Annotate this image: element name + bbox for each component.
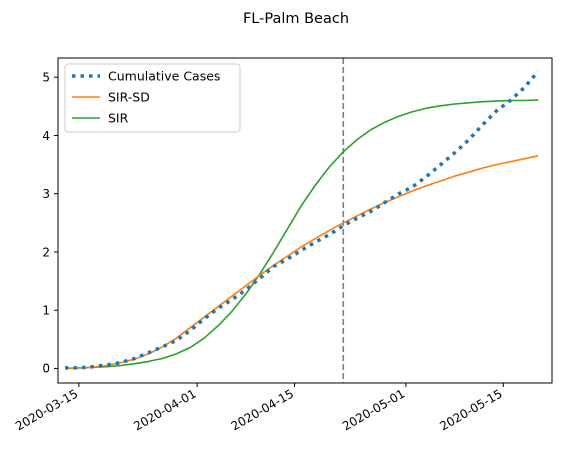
x-tick-label: 2020-05-15 (437, 386, 504, 433)
y-tick-label: 3 (42, 187, 50, 201)
legend: Cumulative Cases SIR-SD SIR (64, 63, 241, 133)
y-tick-label: 4 (42, 129, 50, 143)
legend-label: SIR-SD (108, 90, 150, 105)
y-tick-label: 2 (42, 245, 50, 259)
series-line-sir (64, 99, 539, 370)
y-tick-label: 5 (42, 71, 50, 85)
x-tick-label: 2020-04-01 (131, 386, 198, 433)
y-tick-label: 1 (42, 303, 50, 317)
series-line-sir-sd (64, 155, 539, 370)
x-tick-label: 2020-03-15 (13, 386, 80, 433)
legend-box (64, 63, 241, 133)
legend-label: SIR (108, 111, 129, 126)
x-tick-label: 2020-04-15 (229, 386, 296, 433)
legend-label: Cumulative Cases (108, 69, 220, 84)
y-tick-label: 0 (42, 362, 50, 376)
x-tick-label: 2020-05-01 (340, 386, 407, 433)
chart-title: FL-Palm Beach (243, 11, 349, 27)
axes-frame (57, 57, 553, 384)
